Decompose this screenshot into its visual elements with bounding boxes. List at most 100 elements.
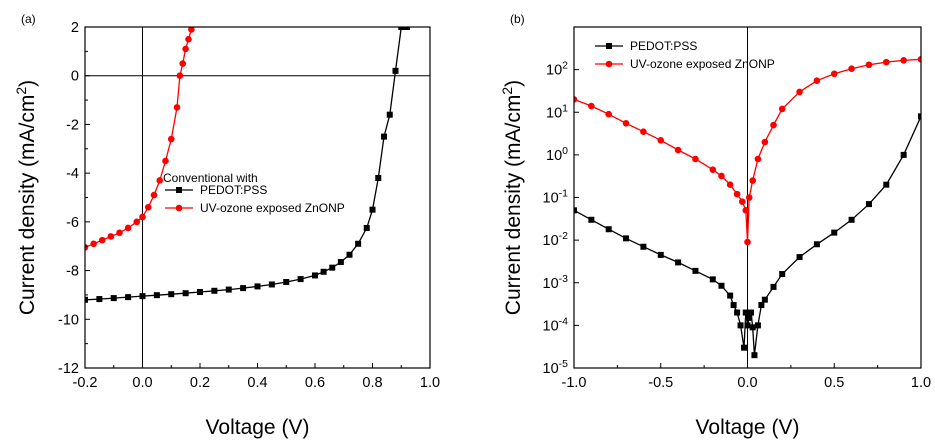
data-point [124,224,132,232]
data-point [381,133,387,140]
data-point [779,271,786,278]
data-point [182,45,189,53]
data-point [240,285,247,292]
data-point [90,240,97,248]
data-point [404,27,410,30]
y-axis-label: Current density (mA/cm2) [13,80,39,315]
data-point [179,60,187,67]
legend-entry: UV-ozone exposed ZnONP [200,201,345,215]
y-tick-exponent: 2 [562,60,568,72]
data-point [770,121,777,129]
data-point [744,238,751,246]
y-tick-label: -2 [66,117,79,133]
panel-label: (a) [21,12,36,26]
data-point [746,314,753,321]
data-point [727,292,734,299]
data-point [761,296,768,303]
data-point [173,104,181,111]
y-tick-exponent: -3 [559,273,568,285]
data-point [749,177,757,184]
y-tick-base: 10 [543,276,559,292]
data-point [182,290,189,297]
legend-entry: PEDOT:PSS [200,183,267,197]
data-point [139,213,146,221]
data-point [144,203,152,211]
data-point [830,70,838,78]
y-tick-exponent: 0 [562,145,568,157]
data-point [398,27,405,30]
data-point [778,105,786,113]
data-point [588,102,595,110]
data-point [848,216,855,223]
data-point [883,181,890,188]
data-point [225,286,232,293]
data-point [754,322,761,329]
x-tick-label: 0.4 [247,375,267,391]
legend-entry: PEDOT:PSS [630,39,697,53]
data-point [85,296,88,303]
y-tick-label: 10-3 [543,273,569,292]
data-point [770,283,777,290]
data-point [865,201,872,208]
data-point [107,233,115,240]
legend: PEDOT:PSS UV-ozone exposed ZnONP [595,39,775,71]
y-tick-base: 10 [543,233,559,249]
data-point [865,61,873,69]
y-tick-exponent: -4 [559,315,568,327]
plot-frame [84,26,431,369]
x-tick-label: -0.5 [648,375,673,391]
y-tick-base: 10 [546,105,562,121]
data-point [139,293,146,300]
data-point [692,155,699,163]
data-point [734,309,741,316]
data-point [346,251,353,258]
data-point [674,146,682,154]
x-tick-label: 0.8 [362,375,382,391]
data-point [738,198,746,205]
data-point [730,302,737,309]
data-point [329,264,336,271]
data-point [297,276,304,283]
data-point [188,27,195,33]
data-point [813,241,820,248]
x-axis-label: Voltage (V) [696,416,800,439]
y-tick-label: 2 [71,20,79,36]
data-point [741,344,748,351]
chart-panel-1: -0.2 0.0 0.2 0.4 0.6 0.8 1.0 -12 -10 -8 -6 -4 -2 0 2 Vo… [13,12,440,439]
series-line [85,27,407,301]
data-point [657,136,665,144]
data-point [640,243,647,250]
y-tick-label: -4 [66,166,79,182]
y-axis-label-text: Current density (mA/cm [16,95,39,316]
legend-marker [176,187,182,193]
data-point [733,190,741,198]
data-point [176,72,184,80]
data-point [588,216,595,223]
y-axis-label-text: Current density (mA/cm [502,95,525,316]
x-tick-label: 0.0 [132,375,152,391]
data-point [283,279,290,286]
data-point [751,352,758,359]
data-point [622,120,630,127]
data-point [709,166,717,173]
series-1 [85,27,410,303]
y-tick-label: 10-2 [543,230,569,249]
data-point [150,191,158,199]
data-point [605,110,612,118]
data-point [918,113,921,120]
y-tick-label: 10-1 [543,188,569,207]
y-axis-label-end: ) [16,80,39,87]
y-tick-base: 10 [546,148,562,164]
x-tick-label: -0.2 [73,375,98,391]
data-point [116,229,123,237]
y-tick-label: 101 [546,102,568,121]
data-point [168,291,175,298]
x-axis-label: Voltage (V) [206,416,310,439]
data-point [726,181,734,188]
data-point [162,157,169,165]
data-point [831,229,838,236]
data-point [657,251,664,258]
series-line [574,116,921,356]
